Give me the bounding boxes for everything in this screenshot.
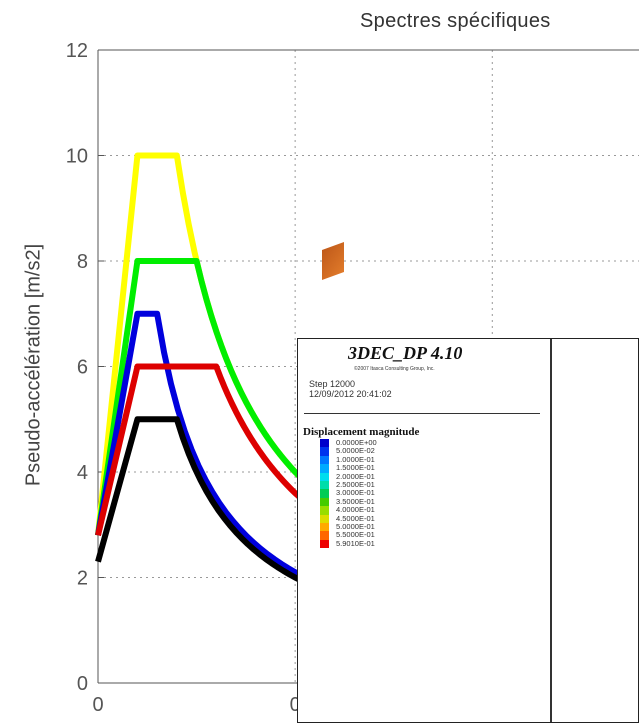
copyright-text: ©2007 Itasca Consulting Group, Inc. — [354, 366, 435, 372]
legend-label: 3.0000E-01 — [336, 488, 375, 498]
y-tick-label: 6 — [77, 357, 88, 379]
legend-swatch — [320, 439, 329, 448]
legend-swatch — [320, 514, 329, 523]
y-tick-label: 10 — [66, 146, 88, 168]
y-tick-label: 2 — [77, 568, 88, 590]
legend-swatch — [320, 480, 329, 490]
legend-swatch — [320, 497, 329, 507]
legend-label: 4.0000E-01 — [336, 505, 375, 515]
y-tick-label: 12 — [66, 40, 88, 62]
y-tick-label: 8 — [77, 251, 88, 273]
legend-label: 4.5000E-01 — [336, 513, 375, 523]
legend-label: 5.0000E-01 — [336, 521, 375, 531]
legend-label: 5.9010E-01 — [336, 538, 375, 548]
step-info: Step 12000 12/09/2012 20:41:02 — [309, 379, 392, 399]
legend-swatch — [320, 531, 329, 540]
app-title: 3DEC_DP 4.10 — [348, 343, 463, 363]
legend-swatch — [320, 539, 329, 549]
legend-swatch — [320, 447, 329, 456]
legend-label: 2.5000E-01 — [336, 479, 375, 489]
x-tick-label: 0 — [92, 694, 103, 716]
datetime-label: 12/09/2012 20:41:02 — [309, 389, 392, 399]
chart-title: Spectres spécifiques — [360, 10, 551, 32]
3dec-inset: 3DEC_DP 4.10 ©2007 Itasca Consulting Gro… — [297, 338, 639, 723]
legend-label: 1.5000E-01 — [336, 463, 375, 473]
legend-panel: 3DEC_DP 4.10 ©2007 Itasca Consulting Gro… — [298, 339, 552, 722]
step-label: Step 12000 — [309, 379, 356, 389]
legend-swatch — [320, 506, 329, 515]
legend-label: 0.0000E+00 — [336, 438, 377, 447]
legend-label: 3.5000E-01 — [336, 496, 375, 506]
divider — [304, 413, 540, 414]
legend-label: 5.5000E-01 — [336, 530, 375, 540]
legend-label: 1.0000E-01 — [336, 454, 375, 464]
y-tick-label: 4 — [77, 462, 88, 484]
legend-title: Displacement magnitude — [303, 426, 420, 438]
y-tick-label: 0 — [77, 673, 88, 695]
legend-swatch — [320, 522, 329, 532]
legend-swatch — [320, 472, 329, 481]
model-view — [552, 339, 638, 722]
x-tick-label: 0 — [290, 694, 301, 716]
legend-swatch — [320, 464, 329, 473]
legend-swatch — [320, 489, 329, 498]
y-axis-label: Pseudo-accélération [m/s2] — [22, 243, 45, 487]
legend-label: 5.0000E-02 — [336, 446, 375, 456]
legend-swatch — [320, 455, 329, 465]
legend-label: 2.0000E-01 — [336, 471, 375, 481]
